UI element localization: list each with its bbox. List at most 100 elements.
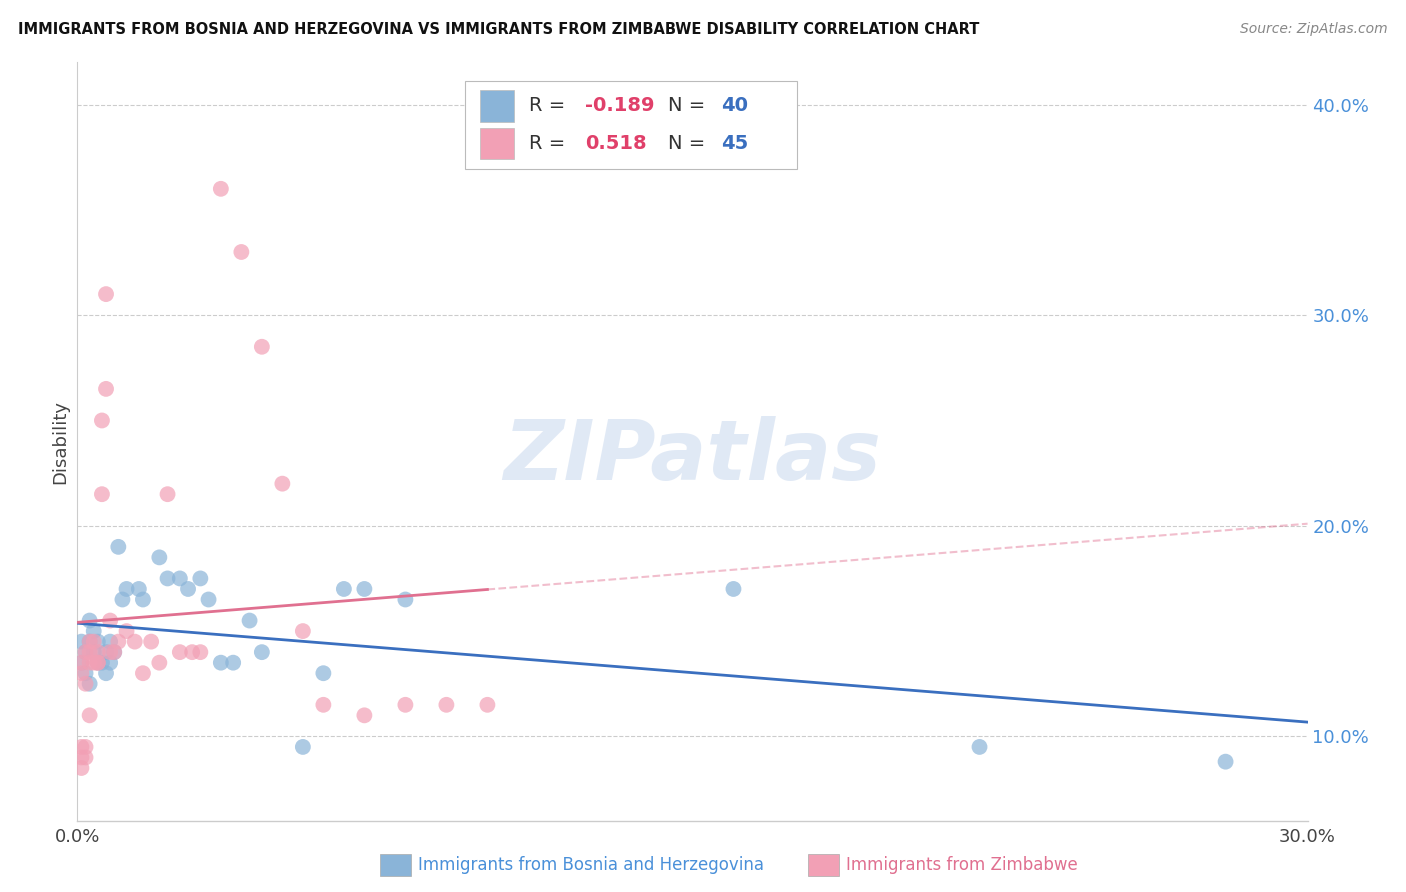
Text: 0.518: 0.518 — [585, 134, 647, 153]
Text: IMMIGRANTS FROM BOSNIA AND HERZEGOVINA VS IMMIGRANTS FROM ZIMBABWE DISABILITY CO: IMMIGRANTS FROM BOSNIA AND HERZEGOVINA V… — [18, 22, 980, 37]
Point — [394, 698, 416, 712]
Point — [79, 656, 101, 670]
Point — [250, 645, 273, 659]
Point — [103, 645, 125, 659]
Y-axis label: Disability: Disability — [51, 400, 69, 483]
Point — [312, 698, 335, 712]
Point — [79, 634, 101, 648]
Point — [188, 571, 212, 585]
Point — [271, 476, 294, 491]
Point — [148, 656, 170, 670]
Point — [111, 592, 134, 607]
Point — [75, 645, 97, 659]
Text: Immigrants from Bosnia and Herzegovina: Immigrants from Bosnia and Herzegovina — [418, 856, 763, 874]
Point — [75, 666, 97, 681]
Point — [79, 708, 101, 723]
Point — [209, 656, 232, 670]
Point — [75, 677, 97, 691]
Text: 40: 40 — [721, 96, 748, 115]
Point — [231, 244, 253, 259]
Point — [141, 634, 163, 648]
Text: ZIPatlas: ZIPatlas — [503, 417, 882, 497]
Bar — [479, 90, 515, 121]
FancyBboxPatch shape — [465, 81, 797, 169]
Point — [723, 582, 745, 596]
Point — [98, 656, 121, 670]
Point — [87, 656, 110, 670]
Point — [132, 592, 155, 607]
Text: Immigrants from Zimbabwe: Immigrants from Zimbabwe — [846, 856, 1078, 874]
Point — [87, 656, 110, 670]
Point — [79, 614, 101, 628]
Text: 45: 45 — [721, 134, 748, 153]
Point — [70, 634, 93, 648]
Point — [107, 540, 129, 554]
Point — [70, 750, 93, 764]
Point — [156, 487, 179, 501]
Bar — [479, 128, 515, 160]
Point — [209, 182, 232, 196]
Point — [177, 582, 200, 596]
Point — [115, 624, 138, 639]
Point — [291, 739, 314, 754]
Point — [169, 571, 191, 585]
Point — [75, 750, 97, 764]
Text: R =: R = — [529, 134, 578, 153]
Point — [87, 634, 110, 648]
Point — [98, 645, 121, 659]
Point — [94, 287, 117, 301]
Point — [75, 645, 97, 659]
Point — [969, 739, 991, 754]
Point — [83, 634, 105, 648]
Point — [222, 656, 245, 670]
Point — [353, 708, 375, 723]
Point — [70, 656, 93, 670]
Point — [70, 656, 93, 670]
Point — [83, 645, 105, 659]
Point — [333, 582, 356, 596]
Point — [87, 656, 110, 670]
Text: -0.189: -0.189 — [585, 96, 655, 115]
Point — [83, 656, 105, 670]
Point — [79, 677, 101, 691]
Point — [132, 666, 155, 681]
Point — [103, 645, 125, 659]
Point — [83, 624, 105, 639]
Point — [188, 645, 212, 659]
Point — [353, 582, 375, 596]
Point — [79, 645, 101, 659]
Point — [79, 634, 101, 648]
Point — [312, 666, 335, 681]
Point — [169, 645, 191, 659]
Point — [90, 656, 114, 670]
Point — [70, 666, 93, 681]
Point — [94, 645, 117, 659]
Point — [128, 582, 150, 596]
Point — [148, 550, 170, 565]
Text: N =: N = — [668, 96, 711, 115]
Text: N =: N = — [668, 134, 711, 153]
Point — [436, 698, 458, 712]
Point — [90, 487, 114, 501]
Text: Source: ZipAtlas.com: Source: ZipAtlas.com — [1240, 22, 1388, 37]
Point — [1215, 755, 1237, 769]
Point — [98, 614, 121, 628]
Point — [156, 571, 179, 585]
Text: R =: R = — [529, 96, 571, 115]
Point — [115, 582, 138, 596]
Point — [94, 382, 117, 396]
Point — [87, 645, 110, 659]
Point — [70, 761, 93, 775]
Point — [239, 614, 262, 628]
Point — [181, 645, 204, 659]
Point — [90, 413, 114, 427]
Point — [250, 340, 273, 354]
Point — [75, 739, 97, 754]
Point — [107, 634, 129, 648]
Point — [98, 634, 121, 648]
Point — [94, 666, 117, 681]
Point — [394, 592, 416, 607]
Point — [70, 739, 93, 754]
Point — [477, 698, 499, 712]
Point — [197, 592, 219, 607]
